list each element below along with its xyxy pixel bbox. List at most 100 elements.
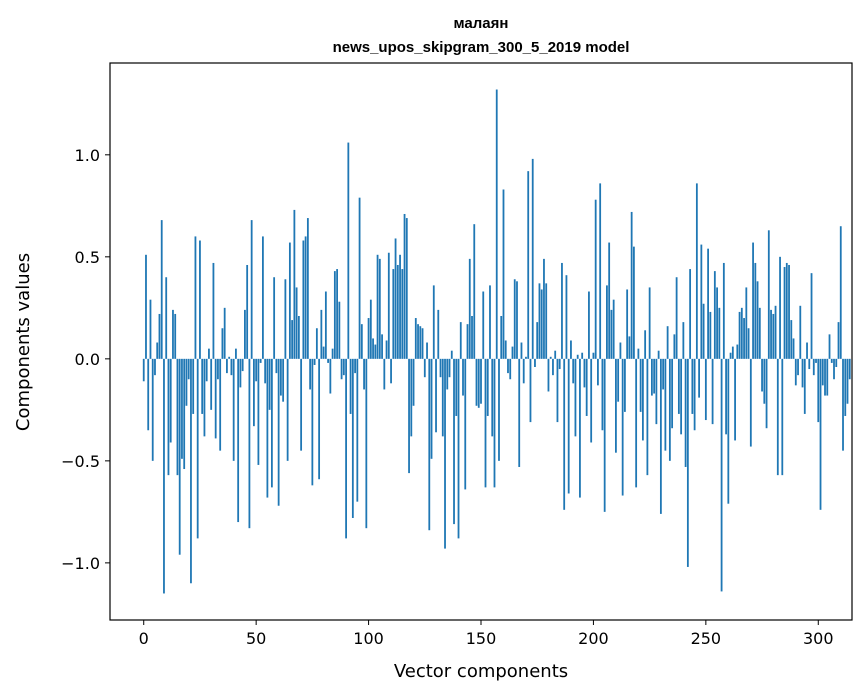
chart-title-line2: news_upos_skipgram_300_5_2019 model <box>333 39 630 56</box>
bar-component-196 <box>583 358 586 388</box>
x-tick-label: 300 <box>803 629 834 648</box>
bar-component-178 <box>543 258 545 359</box>
bar-component-14 <box>174 313 177 359</box>
bar-component-17 <box>181 358 183 459</box>
bar-component-285 <box>783 267 786 359</box>
bar-component-253 <box>711 358 714 425</box>
bar-component-198 <box>588 291 590 359</box>
bar-component-203 <box>599 183 602 359</box>
bar-component-81 <box>324 291 327 359</box>
bar-component-52 <box>259 358 262 363</box>
bar-component-204 <box>601 358 604 431</box>
bar-component-301 <box>819 358 822 510</box>
bar-component-13 <box>172 309 174 359</box>
bar-component-44 <box>241 358 244 372</box>
bar-component-89 <box>342 358 345 376</box>
bar-component-144 <box>466 324 469 359</box>
bar-component-295 <box>806 342 808 359</box>
bar-component-262 <box>731 346 734 359</box>
bar-component-91 <box>347 142 350 359</box>
bar-component-293 <box>801 358 804 388</box>
bar-component-122 <box>417 324 419 359</box>
bar-component-134 <box>444 358 446 549</box>
bar-component-25 <box>199 240 201 359</box>
bar-component-174 <box>534 358 536 367</box>
bar-component-176 <box>538 283 541 359</box>
bar-component-165 <box>513 279 516 359</box>
bar-component-20 <box>187 358 190 380</box>
bar-component-73 <box>306 218 309 359</box>
bar-component-131 <box>437 309 440 359</box>
bar-component-149 <box>477 358 480 408</box>
bar-component-186 <box>561 262 563 359</box>
bar-component-62 <box>282 358 285 402</box>
y-tick-label: −1.0 <box>61 554 100 573</box>
bar-component-151 <box>482 291 485 359</box>
bar-component-310 <box>839 226 842 359</box>
bar-component-181 <box>549 356 552 359</box>
bar-component-38 <box>228 356 231 359</box>
bar-component-211 <box>617 358 620 402</box>
bar-component-209 <box>612 299 615 359</box>
bar-component-22 <box>192 358 195 414</box>
bar-component-152 <box>484 358 487 488</box>
bar-component-288 <box>790 320 793 359</box>
bar-component-227 <box>653 358 656 394</box>
bar-component-148 <box>475 358 478 406</box>
bar-component-26 <box>201 358 204 414</box>
bar-component-15 <box>176 358 179 476</box>
bar-component-193 <box>576 354 579 359</box>
bar-component-166 <box>516 281 518 359</box>
bar-component-228 <box>655 358 658 425</box>
bar-component-78 <box>318 358 321 480</box>
y-tick-label: 0.0 <box>75 350 100 369</box>
bar-component-121 <box>414 318 417 359</box>
bar-component-182 <box>552 358 554 376</box>
bar-component-164 <box>511 346 514 359</box>
bars-group <box>142 89 851 594</box>
bar-component-31 <box>212 262 215 359</box>
bar-component-277 <box>765 358 768 429</box>
bar-component-137 <box>450 350 453 359</box>
bar-component-224 <box>646 358 649 476</box>
bar-component-113 <box>396 264 399 359</box>
bar-component-116 <box>403 213 406 359</box>
bar-component-99 <box>365 358 368 529</box>
bar-component-119 <box>410 358 413 437</box>
bar-component-61 <box>279 358 282 396</box>
bar-component-283 <box>779 256 781 359</box>
bar-component-168 <box>520 342 523 359</box>
bar-component-265 <box>738 311 741 359</box>
bar-component-177 <box>540 289 543 359</box>
bar-component-249 <box>702 303 705 359</box>
bar-component-5 <box>154 358 156 376</box>
bar-component-10 <box>165 277 168 359</box>
bar-component-250 <box>704 358 707 421</box>
bar-component-120 <box>412 358 415 406</box>
bar-component-76 <box>313 358 316 365</box>
bar-component-239 <box>680 358 683 435</box>
y-tick-label: 0.5 <box>75 248 100 267</box>
bar-component-83 <box>329 358 332 394</box>
bar-component-102 <box>372 338 374 359</box>
bar-component-27 <box>203 358 206 437</box>
bar-component-161 <box>504 340 507 359</box>
bar-component-217 <box>630 211 633 359</box>
bar-component-273 <box>756 281 759 359</box>
bar-component-175 <box>536 322 539 359</box>
bar-component-290 <box>794 358 797 386</box>
bar-component-136 <box>448 358 451 378</box>
bar-component-106 <box>381 334 383 359</box>
bar-component-42 <box>237 358 240 523</box>
bar-component-77 <box>315 328 318 359</box>
bar-component-280 <box>772 313 775 359</box>
bar-component-259 <box>725 358 727 435</box>
bar-component-297 <box>810 273 813 359</box>
bar-component-132 <box>439 358 442 378</box>
bar-component-32 <box>214 358 217 439</box>
bar-component-46 <box>246 264 249 359</box>
bar-component-268 <box>745 287 748 359</box>
bar-component-185 <box>558 358 561 370</box>
bar-component-101 <box>369 299 372 359</box>
bar-component-9 <box>163 358 165 594</box>
